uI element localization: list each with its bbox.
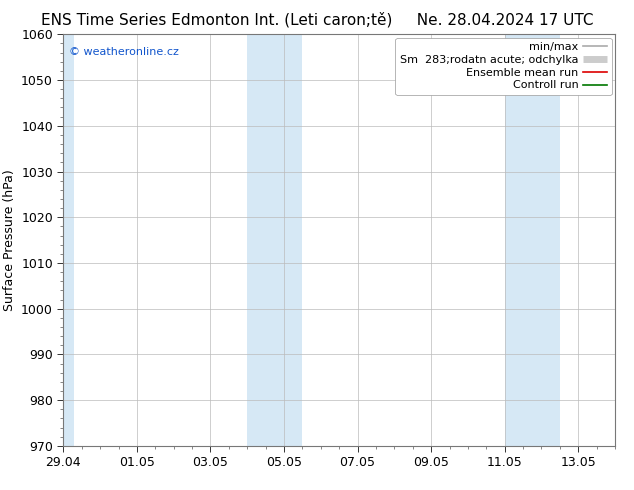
Bar [60,34,74,446]
Legend: min/max, Sm  283;rodatn acute; odchylka, Ensemble mean run, Controll run: min/max, Sm 283;rodatn acute; odchylka, … [396,38,612,95]
Text: © weatheronline.cz: © weatheronline.cz [69,47,179,57]
Bar [247,34,302,446]
Bar [505,34,560,446]
Text: ENS Time Series Edmonton Int. (Leti caron;tě)     Ne. 28.04.2024 17 UTC: ENS Time Series Edmonton Int. (Leti caro… [41,12,593,28]
Y-axis label: Surface Pressure (hPa): Surface Pressure (hPa) [3,169,16,311]
